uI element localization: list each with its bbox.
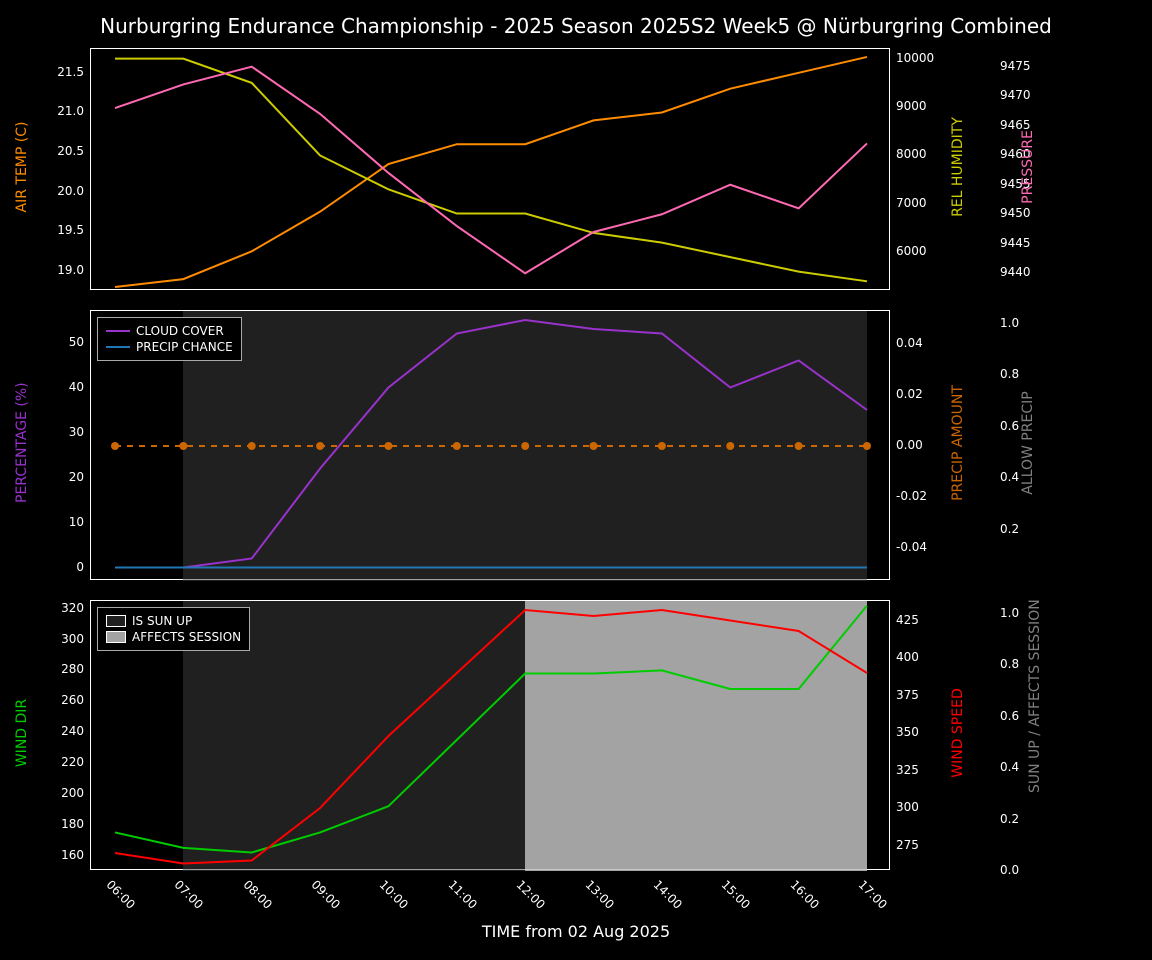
x-tick: 06:00 (104, 877, 138, 911)
y-tick-left: 220 (44, 755, 84, 769)
y-tick-right: -0.02 (896, 489, 946, 503)
legend-panel3: IS SUN UP AFFECTS SESSION (97, 607, 250, 651)
legend-label: IS SUN UP (132, 614, 192, 628)
y-tick-left: 180 (44, 817, 84, 831)
panel-weather-3: IS SUN UP AFFECTS SESSION (90, 600, 890, 870)
y-tick-right: 0.2 (1000, 522, 1050, 536)
y-tick-right: 300 (896, 800, 946, 814)
y-tick-right: 375 (896, 688, 946, 702)
x-tick: 16:00 (787, 877, 821, 911)
y-tick-left: 200 (44, 786, 84, 800)
y-tick-left: 240 (44, 724, 84, 738)
y-tick-right: 1.0 (1000, 316, 1050, 330)
y-tick-right: 0.00 (896, 438, 946, 452)
y-tick-right: 9445 (1000, 236, 1050, 250)
y-tick-right: 9470 (1000, 88, 1050, 102)
x-tick: 12:00 (514, 877, 548, 911)
y-tick-left: 20 (44, 470, 84, 484)
y-tick-right: 400 (896, 650, 946, 664)
y-tick-left: 160 (44, 848, 84, 862)
y-tick-left: 20.5 (44, 144, 84, 158)
y-tick-left: 21.0 (44, 104, 84, 118)
legend-label: CLOUD COVER (136, 324, 224, 338)
y-tick-right: 0.02 (896, 387, 946, 401)
y-tick-left: 320 (44, 601, 84, 615)
ylabel-wind-dir: WIND DIR (14, 673, 30, 793)
x-tick: 15:00 (719, 877, 753, 911)
x-tick: 10:00 (377, 877, 411, 911)
figure: Nurburgring Endurance Championship - 202… (0, 0, 1152, 960)
y-tick-left: 21.5 (44, 65, 84, 79)
y-tick-left: 19.5 (44, 223, 84, 237)
figure-title: Nurburgring Endurance Championship - 202… (0, 14, 1152, 38)
y-tick-right: 350 (896, 725, 946, 739)
y-tick-right: 7000 (896, 196, 946, 210)
ylabel-sun-up: SUN UP / AFFECTS SESSION (1027, 673, 1043, 793)
x-tick: 17:00 (856, 877, 890, 911)
ylabel-percentage: PERCENTAGE (%) (14, 383, 30, 503)
y-tick-right: 9440 (1000, 265, 1050, 279)
x-tick: 08:00 (240, 877, 274, 911)
y-tick-left: 20.0 (44, 184, 84, 198)
y-tick-left: 260 (44, 693, 84, 707)
y-tick-right: 9475 (1000, 59, 1050, 73)
y-tick-right: 10000 (896, 51, 946, 65)
x-tick: 07:00 (172, 877, 206, 911)
x-axis-label: TIME from 02 Aug 2025 (0, 922, 1152, 941)
y-tick-right: 0.0 (1000, 863, 1050, 877)
y-tick-right: 0.8 (1000, 367, 1050, 381)
ylabel-air-temp: AIR TEMP (C) (14, 107, 30, 227)
legend-label: PRECIP CHANCE (136, 340, 233, 354)
y-tick-right: 6000 (896, 244, 946, 258)
y-tick-left: 300 (44, 632, 84, 646)
legend-panel2: CLOUD COVER PRECIP CHANCE (97, 317, 242, 361)
y-tick-right: 425 (896, 613, 946, 627)
y-tick-left: 0 (44, 560, 84, 574)
ylabel-wind-speed: WIND SPEED (950, 673, 966, 793)
legend-label: AFFECTS SESSION (132, 630, 241, 644)
y-tick-right: 275 (896, 838, 946, 852)
ylabel-allow-precip: ALLOW PRECIP (1020, 383, 1036, 503)
y-tick-left: 50 (44, 335, 84, 349)
x-tick: 14:00 (650, 877, 684, 911)
y-tick-right: -0.04 (896, 540, 946, 554)
y-tick-left: 10 (44, 515, 84, 529)
x-tick: 13:00 (582, 877, 616, 911)
y-tick-right: 325 (896, 763, 946, 777)
panel-weather-1 (90, 48, 890, 290)
ylabel-precip-amount: PRECIP AMOUNT (950, 383, 966, 503)
ylabel-pressure: PRESSURE (1020, 107, 1036, 227)
y-tick-left: 30 (44, 425, 84, 439)
y-tick-left: 19.0 (44, 263, 84, 277)
y-tick-right: 0.04 (896, 336, 946, 350)
panel-weather-2: CLOUD COVER PRECIP CHANCE (90, 310, 890, 580)
y-tick-right: 8000 (896, 147, 946, 161)
ylabel-rel-humidity: REL HUMIDITY (950, 107, 966, 227)
y-tick-left: 40 (44, 380, 84, 394)
x-tick: 11:00 (445, 877, 479, 911)
y-tick-right: 0.2 (1000, 812, 1050, 826)
y-tick-right: 9000 (896, 99, 946, 113)
x-tick: 09:00 (309, 877, 343, 911)
y-tick-left: 280 (44, 662, 84, 676)
